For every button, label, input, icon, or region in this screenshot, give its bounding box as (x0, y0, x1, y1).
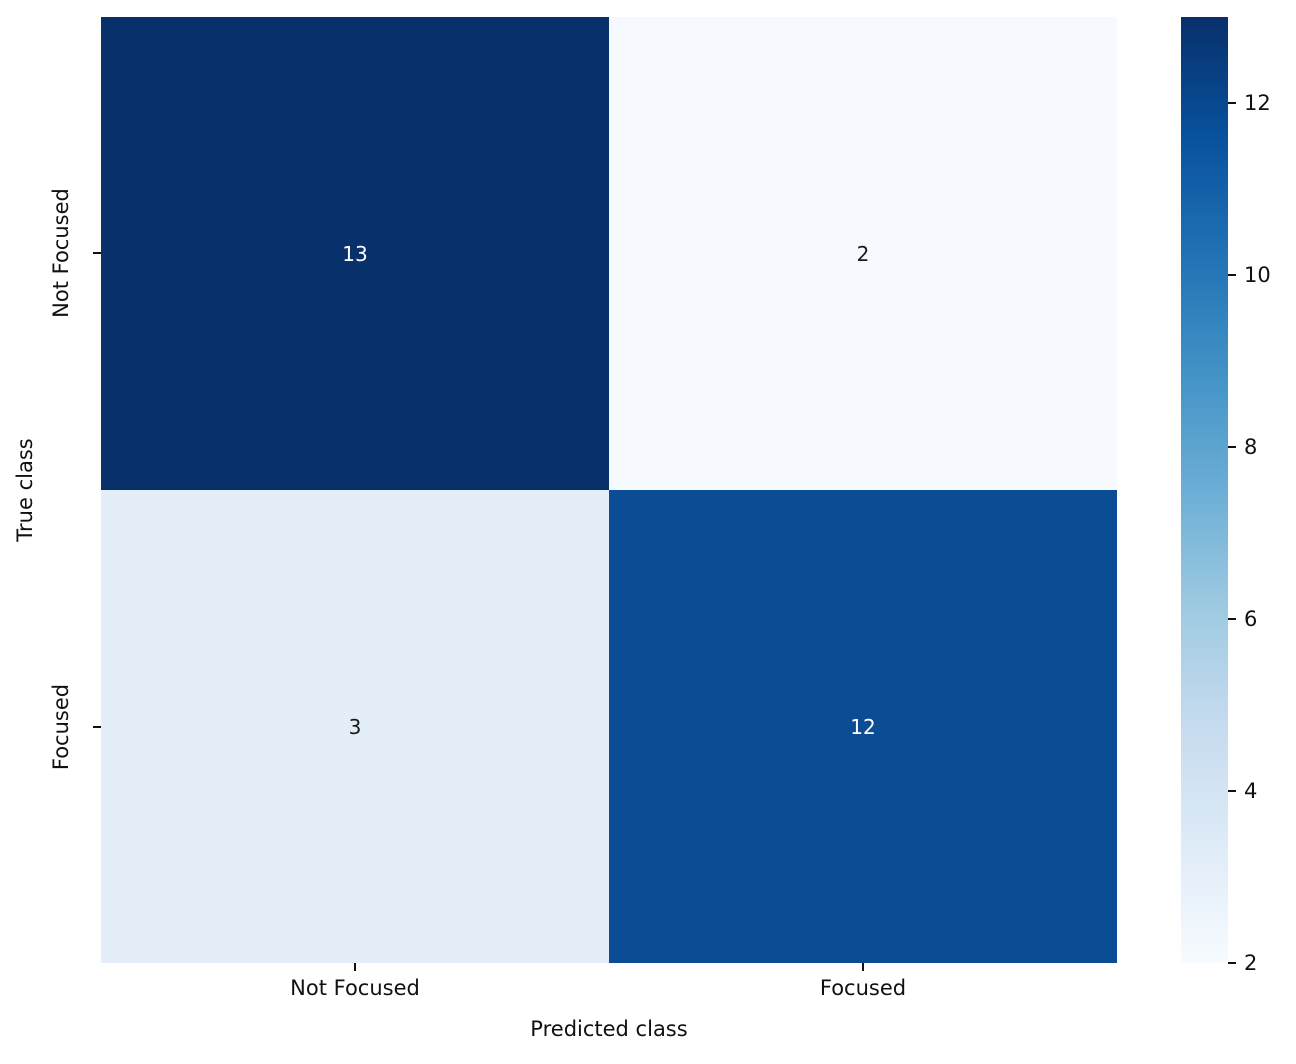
colorbar-tick-mark-10 (1228, 274, 1236, 276)
heatmap-grid: 13 2 3 12 (101, 17, 1117, 963)
cell-value: 13 (342, 241, 368, 266)
colorbar: 12 10 8 6 4 2 (1181, 17, 1271, 975)
y-tick-mark-focused (93, 726, 101, 728)
colorbar-tick-label-2: 2 (1244, 951, 1258, 975)
x-tick-label-not-focused: Not Focused (290, 976, 420, 1000)
heatmap-cell-true-notfocused-pred-notfocused: 13 (101, 17, 609, 490)
y-tick-mark-not-focused (93, 252, 101, 254)
colorbar-tick-mark-12 (1228, 102, 1236, 104)
y-tick-label-not-focused: Not Focused (49, 188, 73, 318)
heatmap-cell-true-focused-pred-notfocused: 3 (101, 490, 609, 963)
y-tick-label-focused: Focused (49, 683, 73, 771)
x-axis-title: Predicted class (530, 1017, 688, 1041)
colorbar-tick-label-4: 4 (1244, 779, 1258, 803)
colorbar-tick-label-8: 8 (1244, 435, 1258, 459)
colorbar-tick-mark-6 (1228, 618, 1236, 620)
colorbar-tick-mark-2 (1228, 962, 1236, 964)
cell-value: 2 (856, 241, 870, 266)
y-axis-title: True class (13, 438, 37, 542)
colorbar-tick-mark-8 (1228, 446, 1236, 448)
x-tick-label-focused: Focused (819, 976, 907, 1000)
x-tick-mark-focused (862, 963, 864, 971)
colorbar-tick-mark-4 (1228, 790, 1236, 792)
heatmap-cell-true-notfocused-pred-focused: 2 (609, 17, 1117, 490)
colorbar-tick-label-10: 10 (1244, 263, 1271, 287)
x-tick-mark-not-focused (354, 963, 356, 971)
heatmap-plot-area: 13 2 3 12 Not Focused Focused Not Focuse… (13, 17, 1117, 1041)
colorbar-tick-label-6: 6 (1244, 607, 1258, 631)
heatmap-cell-true-focused-pred-focused: 12 (609, 490, 1117, 963)
cell-value: 12 (850, 714, 876, 739)
colorbar-gradient (1181, 17, 1228, 963)
cell-value: 3 (348, 714, 362, 739)
colorbar-tick-label-12: 12 (1244, 91, 1271, 115)
